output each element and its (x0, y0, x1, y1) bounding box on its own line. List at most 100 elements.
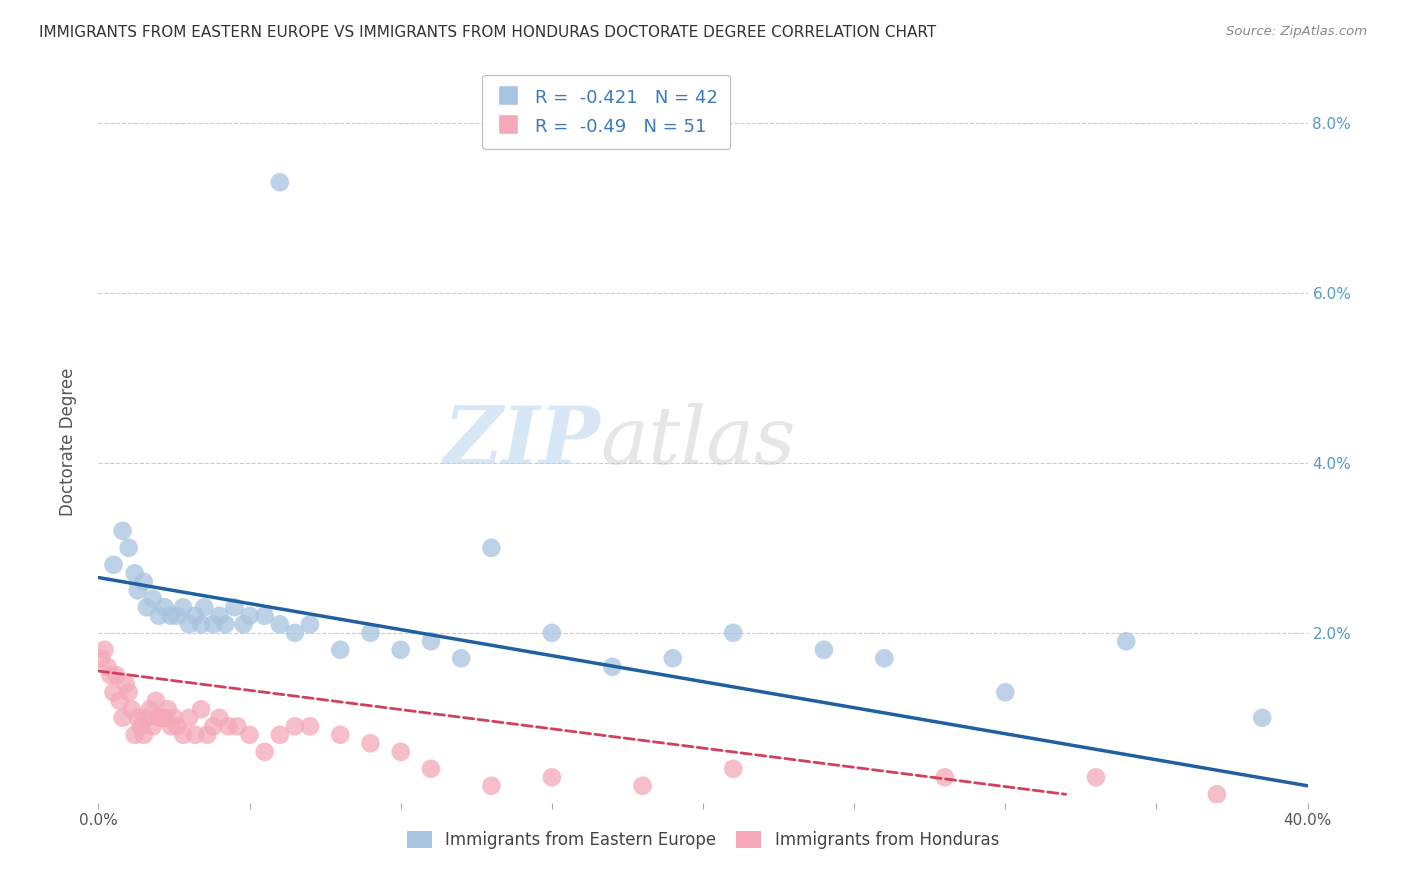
Point (239, 728, 262, 742)
Point (190, 702, 212, 716)
Point (329, 728, 352, 742)
Point (1206, 787, 1229, 801)
Point (299, 719, 322, 733)
Point (389, 642, 412, 657)
Point (1085, 770, 1108, 784)
Point (121, 702, 143, 716)
Point (284, 719, 307, 733)
Point (124, 728, 146, 742)
Point (135, 711, 157, 725)
Text: atlas: atlas (600, 403, 796, 480)
Point (156, 702, 179, 716)
Legend: Immigrants from Eastern Europe, Immigrants from Honduras: Immigrants from Eastern Europe, Immigran… (401, 824, 1005, 856)
Point (631, 779, 654, 793)
Point (132, 728, 155, 742)
Point (103, 558, 125, 572)
Point (269, 175, 291, 189)
Point (153, 600, 176, 615)
Point (994, 685, 1017, 699)
Point (269, 617, 291, 632)
Point (723, 762, 745, 776)
Point (420, 634, 443, 648)
Point (96, 660, 118, 674)
Point (142, 591, 165, 606)
Point (208, 711, 231, 725)
Point (269, 728, 291, 742)
Point (163, 711, 186, 725)
Point (148, 608, 170, 623)
Point (193, 600, 215, 615)
Point (160, 608, 183, 623)
Point (329, 642, 352, 657)
Point (224, 600, 246, 615)
Point (111, 524, 134, 538)
Point (934, 770, 956, 784)
Point (299, 617, 322, 632)
Point (184, 728, 207, 742)
Point (172, 600, 194, 615)
Point (1115, 634, 1137, 648)
Point (108, 694, 131, 708)
Point (873, 651, 896, 665)
Point (253, 745, 276, 759)
Point (226, 719, 249, 733)
Point (105, 668, 128, 682)
Point (127, 583, 149, 598)
Point (132, 574, 155, 589)
Point (389, 745, 412, 759)
Point (103, 685, 125, 699)
Point (150, 711, 173, 725)
Point (420, 762, 443, 776)
Point (127, 711, 149, 725)
Point (142, 719, 165, 733)
Point (202, 617, 225, 632)
Point (217, 719, 239, 733)
Point (179, 617, 201, 632)
Point (1251, 711, 1274, 725)
Point (100, 668, 122, 682)
Point (232, 617, 254, 632)
Point (202, 719, 225, 733)
Point (111, 711, 134, 725)
Y-axis label: Doctorate Degree: Doctorate Degree (59, 368, 77, 516)
Point (153, 711, 176, 725)
Point (172, 728, 194, 742)
Point (166, 719, 188, 733)
Text: Source: ZipAtlas.com: Source: ZipAtlas.com (1226, 25, 1367, 38)
Point (540, 625, 562, 640)
Point (284, 625, 307, 640)
Point (129, 719, 152, 733)
Point (160, 719, 183, 733)
Point (214, 617, 236, 632)
Text: IMMIGRANTS FROM EASTERN EUROPE VS IMMIGRANTS FROM HONDURAS DOCTORATE DEGREE CORR: IMMIGRANTS FROM EASTERN EUROPE VS IMMIGR… (39, 25, 936, 40)
Point (813, 642, 835, 657)
Point (723, 625, 745, 640)
Point (360, 736, 382, 750)
Point (118, 685, 141, 699)
Point (450, 651, 472, 665)
Point (481, 541, 503, 555)
Point (179, 711, 201, 725)
Point (190, 617, 212, 632)
Point (139, 702, 162, 716)
Point (481, 779, 503, 793)
Point (253, 608, 276, 623)
Text: ZIP: ZIP (443, 403, 600, 480)
Point (145, 694, 167, 708)
Point (148, 711, 170, 725)
Point (166, 608, 188, 623)
Point (90, 651, 112, 665)
Point (360, 625, 382, 640)
Point (135, 600, 157, 615)
Point (208, 608, 231, 623)
Point (114, 677, 136, 691)
Point (124, 566, 146, 581)
Point (118, 541, 141, 555)
Point (93, 642, 115, 657)
Point (540, 770, 562, 784)
Point (661, 651, 683, 665)
Point (195, 728, 218, 742)
Point (239, 608, 262, 623)
Point (602, 660, 624, 674)
Point (184, 608, 207, 623)
